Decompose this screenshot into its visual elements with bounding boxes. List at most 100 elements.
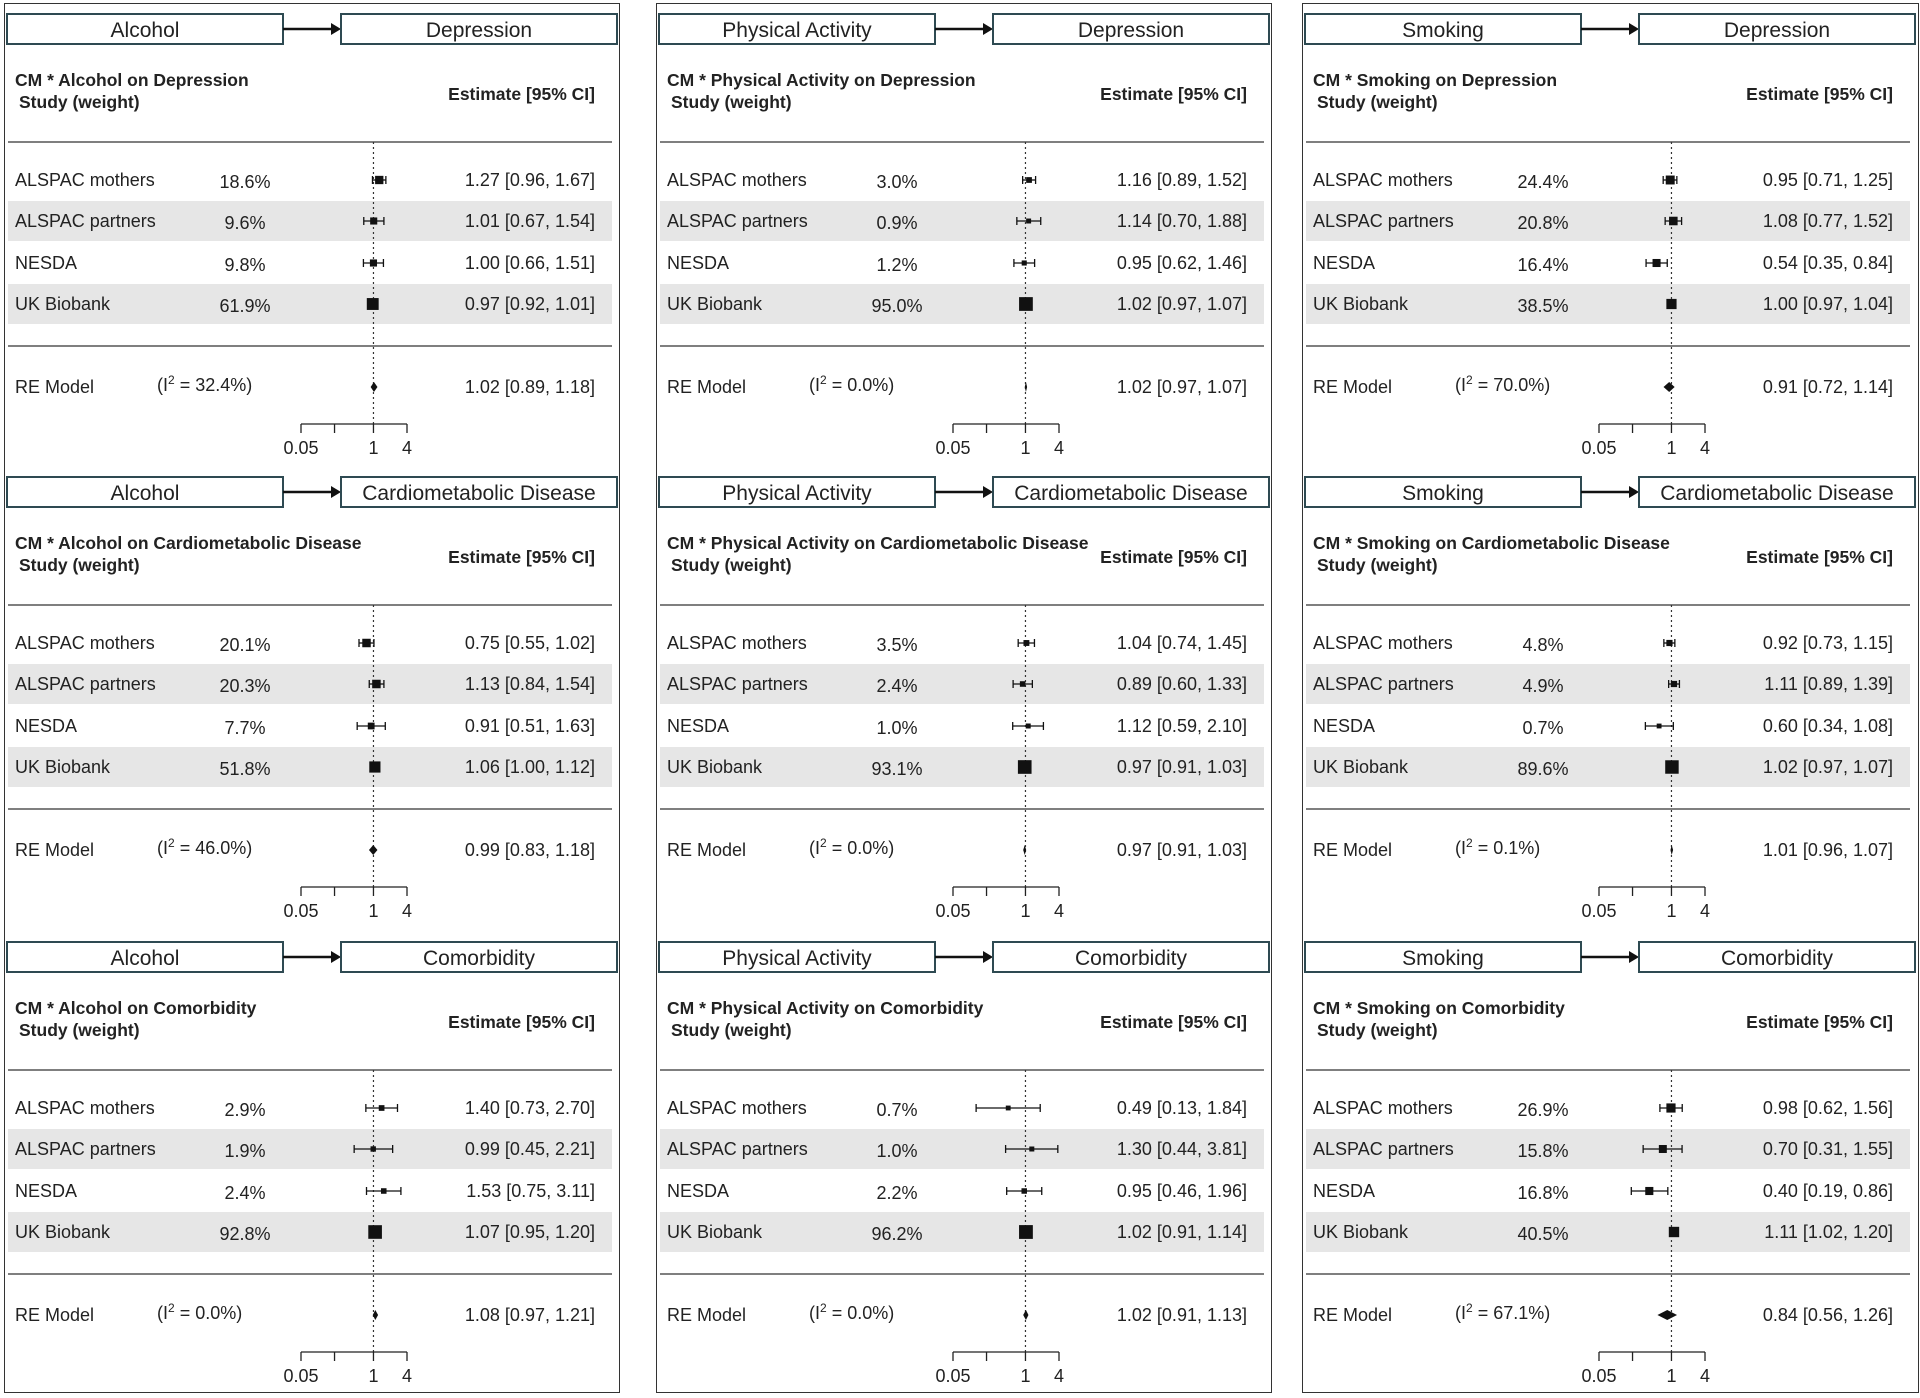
study-row-alspac-mothers: ALSPAC mothers 20.1% 0.75 [0.55, 1.02] [15,633,595,655]
study-name: UK Biobank [1313,1222,1409,1242]
plot-title: CM * Alcohol on Depression [15,70,249,90]
tick-label: 0.05 [283,1366,318,1386]
summary-diamond [368,845,378,855]
study-row-nesda: NESDA 0.7% 0.60 [0.34, 1.08] [1313,716,1893,738]
re-model-row: RE Model (I2 = 70.0%) 0.91 [0.72, 1.14] [1313,373,1893,397]
study-estimate: 0.92 [0.73, 1.15] [1763,633,1893,653]
row-shade [1306,1129,1910,1169]
outcome-box [1638,476,1916,508]
point-estimate-square [1668,1226,1680,1238]
exposure-box [1304,476,1582,508]
study-row-uk-biobank: UK Biobank 38.5% 1.00 [0.97, 1.04] [1313,294,1893,316]
study-estimate: 1.27 [0.96, 1.67] [465,170,595,190]
study-estimate: 1.12 [0.59, 2.10] [1117,716,1247,736]
arrow-head-icon [983,486,993,498]
study-estimate: 1.01 [0.67, 1.54] [465,211,595,231]
tick-label: 4 [1700,438,1710,458]
study-weight: 92.8% [219,1224,270,1244]
study-weight: 4.9% [1522,676,1563,696]
tick-label: 1 [368,1366,378,1386]
plot-title: CM * Alcohol on Cardiometabolic Disease [15,533,362,553]
tick-label: 4 [402,1366,412,1386]
point-estimate-square [1666,639,1673,647]
row-shade [660,664,1264,704]
heterogeneity-i2: (I2 = 32.4%) [157,373,252,395]
study-row-uk-biobank: UK Biobank 40.5% 1.11 [1.02, 1.20] [1313,1222,1893,1244]
forest-plot-smoking-cardiometabolic-disease: Smoking Cardiometabolic Disease CM * Smoki… [1304,476,1916,921]
study-name: ALSPAC mothers [667,633,807,653]
outcome-box [340,941,618,973]
summary-diamond [1663,382,1675,392]
study-row-nesda: NESDA 2.2% 0.95 [0.46, 1.96] [667,1181,1247,1203]
tick-label: 0.05 [935,438,970,458]
tick-label: 4 [402,901,412,921]
point-estimate-square [1670,680,1678,688]
re-model-label: RE Model [667,840,746,860]
re-model-row: RE Model (I2 = 0.0%) 0.97 [0.91, 1.03] [667,836,1247,860]
study-weight: 2.4% [224,1183,265,1203]
row-shade [660,1212,1264,1252]
study-row-alspac-partners: ALSPAC partners 4.9% 1.11 [0.89, 1.39] [1313,674,1893,696]
heterogeneity-i2: (I2 = 70.0%) [1455,373,1550,395]
tick-label: 0.05 [1581,438,1616,458]
study-weight: 20.8% [1517,213,1568,233]
point-estimate-square [1656,723,1662,729]
study-estimate: 0.95 [0.46, 1.96] [1117,1181,1247,1201]
tick-label: 4 [1054,901,1064,921]
row-shade [8,201,612,241]
re-model-label: RE Model [1313,1305,1392,1325]
outcome-box [340,476,618,508]
estimate-header: Estimate [95% CI] [1100,84,1247,104]
study-name: ALSPAC mothers [15,633,155,653]
re-model-label: RE Model [1313,377,1392,397]
study-row-uk-biobank: UK Biobank 93.1% 0.97 [0.91, 1.03] [667,757,1247,779]
forest-plot-smoking-comorbidity: Smoking Comorbidity CM * Smoking on Comorb… [1304,941,1916,1386]
row-shade [1306,284,1910,324]
study-name: ALSPAC mothers [1313,1098,1453,1118]
study-name: NESDA [1313,253,1375,273]
tick-label: 1 [1666,901,1676,921]
study-weight: 95.0% [871,296,922,316]
study-row-nesda: NESDA 16.4% 0.54 [0.35, 0.84] [1313,253,1893,275]
arrow-head-icon [983,23,993,35]
study-row-uk-biobank: UK Biobank 96.2% 1.02 [0.91, 1.14] [667,1222,1247,1244]
point-estimate-square [370,217,378,225]
outcome-box [992,13,1270,45]
re-model-label: RE Model [667,1305,746,1325]
study-name: ALSPAC partners [15,674,156,694]
summary-diamond [1657,1310,1678,1320]
row-shade [1306,747,1910,787]
study-row-uk-biobank: UK Biobank 89.6% 1.02 [0.97, 1.07] [1313,757,1893,779]
point-estimate-square [1645,1186,1654,1196]
study-weight: 38.5% [1517,296,1568,316]
study-weight: 20.1% [219,635,270,655]
study-estimate: 0.95 [0.71, 1.25] [1763,170,1893,190]
estimate-header: Estimate [95% CI] [448,1012,595,1032]
study-row-alspac-partners: ALSPAC partners 1.0% 1.30 [0.44, 3.81] [667,1139,1247,1161]
outcome-box [340,13,618,45]
study-row-uk-biobank: UK Biobank 95.0% 1.02 [0.97, 1.07] [667,294,1247,316]
x-axis: 0.05 1 4 [935,886,1064,921]
point-estimate-square [369,761,381,773]
study-weight: 0.9% [876,213,917,233]
tick-label: 1 [1020,1366,1030,1386]
study-name: UK Biobank [667,1222,763,1242]
point-estimate-square [362,638,371,648]
study-estimate: 1.30 [0.44, 3.81] [1117,1139,1247,1159]
study-row-alspac-partners: ALSPAC partners 20.8% 1.08 [0.77, 1.52] [1313,211,1893,233]
row-shade [1306,201,1910,241]
exposure-label: Smoking [1402,482,1484,505]
column-alcohol: Alcohol Depression CM * Alcohol on Depress… [4,3,620,1393]
point-estimate-square [1665,175,1675,185]
arrow-head-icon [1629,486,1639,498]
re-model-label: RE Model [15,1305,94,1325]
forest-plot-physical-activity-cardiometabolic-disease: Physical Activity Cardiometabolic Disease… [658,476,1270,921]
study-row-alspac-partners: ALSPAC partners 0.9% 1.14 [0.70, 1.88] [667,211,1247,233]
study-estimate: 1.00 [0.97, 1.04] [1763,294,1893,314]
point-estimate-square [1019,681,1026,687]
study-weight: 89.6% [1517,759,1568,779]
point-estimate-square [380,1188,387,1194]
tick-label: 4 [1054,438,1064,458]
tick-label: 1 [1020,901,1030,921]
study-weight: 18.6% [219,172,270,192]
